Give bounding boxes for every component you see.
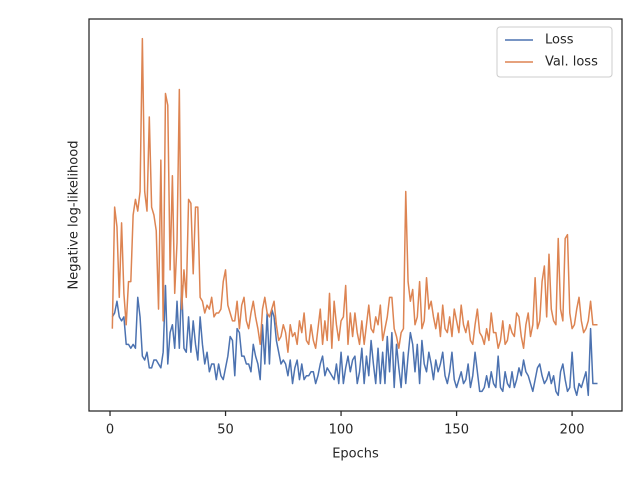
legend-label: Val. loss [545,55,598,70]
x-tick-label: 200 [560,423,585,438]
x-tick-label: 150 [444,423,469,438]
legend-label: Loss [545,33,574,48]
x-tick-label: 0 [106,423,114,438]
y-axis-label: Negative log-likelihood [67,141,82,290]
x-tick-label: 100 [329,423,354,438]
series-line [111,37,598,353]
series-line [111,284,598,397]
axes-frame [88,18,623,412]
x-axis-label: Epochs [332,447,379,462]
x-tick-label: 50 [217,423,234,438]
